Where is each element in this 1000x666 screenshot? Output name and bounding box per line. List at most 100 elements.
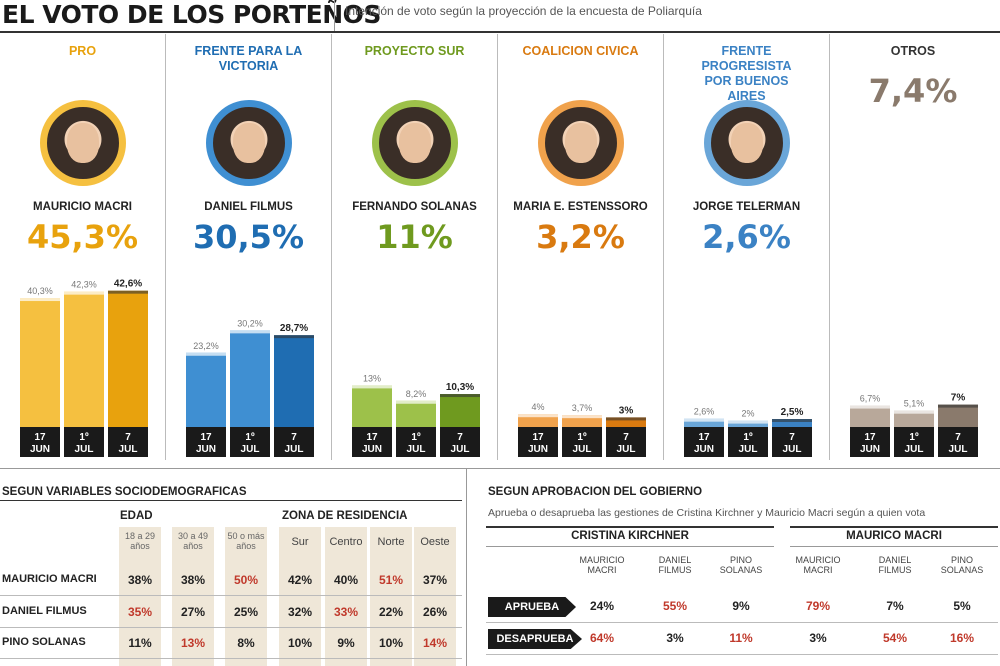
bar-value-label: 6,7%	[860, 394, 881, 404]
candidate-photo	[205, 100, 292, 186]
candidate-photo	[371, 100, 458, 186]
bar	[772, 419, 812, 427]
socio-row-label: DANIEL FILMUS	[2, 605, 87, 617]
bar	[440, 394, 480, 427]
bar-value-label: 3,7%	[572, 403, 593, 413]
header-rule	[0, 31, 1000, 33]
socio-row-label: MAURICIO MACRI	[2, 573, 97, 585]
bar	[64, 291, 104, 427]
date-label-day: 7	[125, 432, 131, 443]
page-title: EL VOTO DE LOS PORTEÑOS	[2, 0, 381, 29]
candidate-name: JORGE TELERMAN	[692, 201, 801, 213]
date-tag	[274, 427, 314, 457]
socio-cell: 38%	[127, 573, 153, 587]
vote-total: 2,6%	[702, 218, 791, 256]
socio-cell: 10%	[378, 636, 404, 650]
date-label-day: 7	[955, 432, 961, 443]
bar-value-label: 3%	[619, 405, 634, 416]
aprob-cell: 3%	[809, 631, 827, 645]
socio-title: SEGUN VARIABLES SOCIODEMOGRAFICAS	[2, 486, 247, 498]
edad-col-header: 50 o más años	[227, 531, 265, 551]
party-name: COALICION CIVICA	[522, 44, 639, 58]
bar-cap	[108, 290, 148, 294]
bar-cap	[562, 415, 602, 419]
aprob-cell: 64%	[589, 631, 615, 645]
aprob-cell: 7%	[886, 599, 904, 613]
row-rule	[0, 658, 462, 659]
date-label-day: 17	[698, 432, 710, 443]
aprob-cell: 79%	[805, 599, 831, 613]
mm-col-header: MAURICIO MACRI	[795, 555, 841, 575]
candidate-column: PRO MAURICIO MACRI 45,3%	[0, 34, 166, 460]
column-shade	[370, 527, 412, 666]
bar-cap	[396, 400, 436, 404]
date-tag	[562, 427, 602, 457]
party-name: PROYECTO SUR	[364, 44, 465, 58]
face-shape	[398, 123, 431, 163]
aprob-cell: 16%	[949, 631, 975, 645]
date-tag	[606, 427, 646, 457]
candidate-photo	[703, 100, 790, 186]
candidate-photo	[39, 100, 126, 186]
column-shade	[279, 527, 321, 666]
aprob-cell: 24%	[589, 599, 615, 613]
column-shade	[225, 527, 267, 666]
date-label-month: JUL	[407, 444, 426, 455]
bar-cap	[186, 352, 226, 356]
candidate-name: MARIA E. ESTENSSORO	[513, 201, 648, 213]
party-name: FRENTE PARA LA VICTORIA	[194, 44, 303, 73]
bar-cap	[230, 330, 270, 334]
date-label-day: 7	[623, 432, 629, 443]
socio-cell: 25%	[233, 605, 259, 619]
socio-cell: 27%	[180, 605, 206, 619]
vote-total: 45,3%	[26, 218, 138, 256]
date-tag	[186, 427, 226, 457]
socio-cell: 38%	[180, 573, 206, 587]
socio-row-label: PINO SOLANAS	[2, 636, 86, 648]
bar-cap	[728, 420, 768, 424]
section-vdivider	[466, 468, 467, 666]
aprob-cell: 54%	[882, 631, 908, 645]
row-rule	[0, 627, 462, 628]
bar	[850, 405, 890, 427]
date-tag	[230, 427, 270, 457]
bar-value-label: 13%	[363, 373, 381, 383]
bar-value-label: 40,3%	[27, 286, 53, 296]
date-label-month: JUL	[573, 444, 592, 455]
mm-col-header: PINO SOLANAS	[940, 555, 984, 575]
date-label-month: JUN	[362, 444, 382, 455]
aprob-title: SEGUN APROBACION DEL GOBIERNO	[488, 486, 703, 498]
socio-cell: 22%	[378, 605, 404, 619]
column-shade	[172, 527, 214, 666]
date-tag	[396, 427, 436, 457]
bar-cap	[352, 385, 392, 389]
bar-cap	[850, 405, 890, 409]
candidate-column: FRENTE PROGRESISTA POR BUENOS AIRES JORGE…	[664, 34, 830, 460]
date-tag	[938, 427, 978, 457]
socio-cell: 32%	[287, 605, 313, 619]
bar-cap	[772, 419, 812, 422]
column-shade	[325, 527, 367, 666]
date-label-month: JUN	[196, 444, 216, 455]
bar	[606, 417, 646, 427]
date-label-month: JUL	[285, 444, 304, 455]
page-subtitle: Intención de voto según la proyección de…	[345, 4, 702, 18]
bar	[396, 400, 436, 427]
bar-cap	[440, 394, 480, 398]
date-tag	[20, 427, 60, 457]
date-label-month: JUN	[694, 444, 714, 455]
bar-cap	[894, 410, 934, 414]
aprob-cell: 3%	[666, 631, 684, 645]
bar-value-label: 42,6%	[114, 279, 142, 290]
column-shade	[119, 527, 161, 666]
bar-value-label: 7%	[951, 393, 966, 404]
candidate-name: MAURICIO MACRI	[32, 201, 133, 213]
edad-title: EDAD	[120, 510, 153, 522]
bar	[186, 352, 226, 427]
bar	[352, 385, 392, 427]
socio-cell: 42%	[287, 573, 313, 587]
date-label-month: JUL	[905, 444, 924, 455]
ck-rule	[486, 526, 774, 528]
ck-col-header: DANIEL FILMUS	[658, 555, 692, 575]
edad-col-header: 18 a 29 años	[124, 531, 156, 551]
